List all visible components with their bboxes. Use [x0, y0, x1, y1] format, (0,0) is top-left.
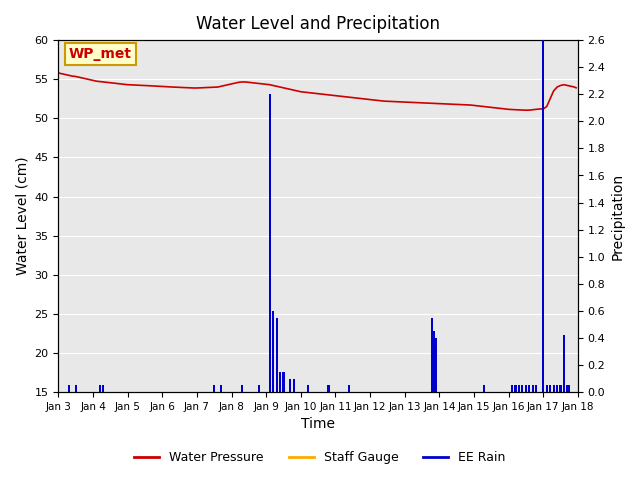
Bar: [535, 385, 538, 392]
Bar: [282, 372, 285, 392]
Bar: [276, 318, 278, 392]
Bar: [552, 385, 555, 392]
Bar: [348, 385, 350, 392]
Water Pressure: [522, 108, 530, 113]
Water Pressure: [238, 79, 246, 85]
Bar: [328, 385, 330, 392]
Bar: [518, 385, 520, 392]
Bar: [241, 385, 243, 392]
Bar: [102, 385, 104, 392]
Bar: [546, 385, 548, 392]
Bar: [511, 385, 513, 392]
Line: Water Pressure: Water Pressure: [58, 73, 576, 110]
Bar: [522, 385, 524, 392]
Bar: [549, 385, 551, 392]
Bar: [525, 385, 527, 392]
Bar: [568, 385, 570, 392]
Water Pressure: [370, 97, 378, 103]
Bar: [529, 385, 531, 392]
Bar: [289, 379, 291, 392]
Bar: [542, 40, 544, 392]
Title: Water Level and Precipitation: Water Level and Precipitation: [196, 15, 440, 33]
Bar: [435, 338, 437, 392]
Water Pressure: [307, 90, 315, 96]
Water Pressure: [54, 70, 62, 76]
Bar: [75, 385, 77, 392]
Bar: [307, 385, 308, 392]
Bar: [269, 94, 271, 392]
Y-axis label: Water Level (cm): Water Level (cm): [15, 157, 29, 276]
Bar: [515, 385, 516, 392]
Water Pressure: [567, 84, 575, 89]
Bar: [431, 318, 433, 392]
Text: WP_met: WP_met: [68, 47, 132, 60]
Bar: [279, 372, 281, 392]
Bar: [213, 385, 215, 392]
Bar: [68, 385, 70, 392]
Water Pressure: [418, 100, 426, 106]
Water Pressure: [383, 98, 391, 104]
Y-axis label: Precipitation: Precipitation: [611, 172, 625, 260]
Water Pressure: [572, 85, 580, 91]
Bar: [220, 385, 222, 392]
Bar: [483, 385, 485, 392]
Bar: [563, 335, 565, 392]
Bar: [293, 379, 295, 392]
Bar: [272, 311, 274, 392]
Bar: [532, 385, 534, 392]
X-axis label: Time: Time: [301, 418, 335, 432]
Bar: [99, 385, 101, 392]
Bar: [556, 385, 558, 392]
Bar: [566, 385, 568, 392]
Legend: Water Pressure, Staff Gauge, EE Rain: Water Pressure, Staff Gauge, EE Rain: [129, 446, 511, 469]
Bar: [559, 385, 561, 392]
Bar: [433, 331, 435, 392]
Bar: [258, 385, 260, 392]
